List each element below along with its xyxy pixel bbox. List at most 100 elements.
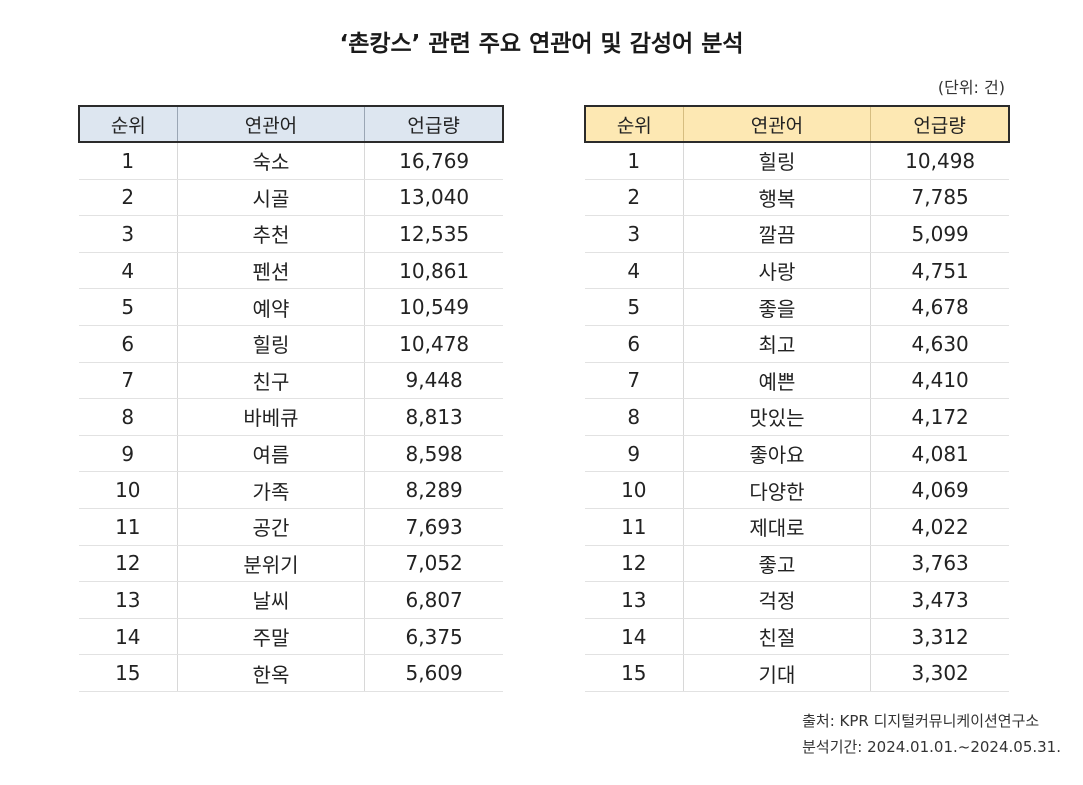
table-row: 4 사랑 4,751 — [585, 252, 1009, 290]
table-row: 3 추천 12,535 — [79, 215, 503, 253]
table-row: 9 좋아요 4,081 — [585, 435, 1009, 473]
count-cell: 4,022 — [870, 508, 1009, 546]
table-row: 12 분위기 7,052 — [79, 545, 503, 583]
table-row: 9 여름 8,598 — [79, 435, 503, 473]
table-row: 3 깔끔 5,099 — [585, 215, 1009, 253]
rank-cell: 8 — [79, 398, 178, 436]
word-cell: 추천 — [176, 215, 365, 253]
count-cell: 6,807 — [364, 581, 503, 619]
rank-cell: 1 — [585, 142, 684, 180]
count-cell: 8,289 — [364, 471, 503, 509]
count-cell: 3,302 — [870, 654, 1009, 692]
count-cell: 16,769 — [364, 142, 503, 180]
count-cell: 7,785 — [870, 179, 1009, 217]
word-cell: 예약 — [176, 288, 365, 326]
table-row: 14 주말 6,375 — [79, 618, 503, 656]
header-count: 언급량 — [870, 105, 1011, 143]
word-cell: 다양한 — [682, 471, 871, 509]
word-cell: 주말 — [176, 618, 365, 656]
table-row: 11 공간 7,693 — [79, 508, 503, 546]
rank-cell: 12 — [585, 545, 684, 583]
word-cell: 친구 — [176, 362, 365, 400]
count-cell: 4,069 — [870, 471, 1009, 509]
table-row: 7 친구 9,448 — [79, 362, 503, 400]
count-cell: 10,478 — [364, 325, 503, 363]
table-row: 6 최고 4,630 — [585, 325, 1009, 363]
count-cell: 10,549 — [364, 288, 503, 326]
word-cell: 깔끔 — [682, 215, 871, 253]
table-row: 1 숙소 16,769 — [79, 142, 503, 180]
table-row: 8 맛있는 4,172 — [585, 398, 1009, 436]
rank-cell: 1 — [79, 142, 178, 180]
table-row: 10 다양한 4,069 — [585, 471, 1009, 509]
count-cell: 12,535 — [364, 215, 503, 253]
rank-cell: 3 — [79, 215, 178, 253]
table-row: 10 가족 8,289 — [79, 471, 503, 509]
count-cell: 7,693 — [364, 508, 503, 546]
rank-cell: 7 — [79, 362, 178, 400]
count-cell: 4,172 — [870, 398, 1009, 436]
header-rank: 순위 — [583, 105, 684, 143]
table-row: 12 좋고 3,763 — [585, 545, 1009, 583]
unit-label: (단위: 건) — [937, 78, 1005, 97]
word-cell: 공간 — [176, 508, 365, 546]
rank-cell: 15 — [585, 654, 684, 692]
count-cell: 7,052 — [364, 545, 503, 583]
count-cell: 3,312 — [870, 618, 1009, 656]
rank-cell: 10 — [79, 471, 178, 509]
table-header-row: 순위 연관어 언급량 — [583, 105, 1011, 143]
rank-cell: 11 — [585, 508, 684, 546]
rank-cell: 13 — [79, 581, 178, 619]
table-row: 1 힐링 10,498 — [585, 142, 1009, 180]
table-body: 1 숙소 16,769 2 시골 13,040 3 추천 12,535 4 펜션 10,861 5 예약 1… — [79, 142, 503, 692]
header-word: 연관어 — [176, 105, 365, 143]
table-row: 13 걱정 3,473 — [585, 581, 1009, 619]
table-row: 13 날씨 6,807 — [79, 581, 503, 619]
table-row: 7 예쁜 4,410 — [585, 362, 1009, 400]
count-cell: 5,609 — [364, 654, 503, 692]
rank-cell: 2 — [79, 179, 178, 217]
word-cell: 좋아요 — [682, 435, 871, 473]
count-cell: 4,081 — [870, 435, 1009, 473]
rank-cell: 4 — [79, 252, 178, 290]
word-cell: 힐링 — [682, 142, 871, 180]
period-note: 분석기간: 2024.01.01.~2024.05.31. — [802, 738, 1061, 756]
rank-cell: 13 — [585, 581, 684, 619]
rank-cell: 15 — [79, 654, 178, 692]
rank-cell: 5 — [79, 288, 178, 326]
count-cell: 9,448 — [364, 362, 503, 400]
word-cell: 숙소 — [176, 142, 365, 180]
count-cell: 8,598 — [364, 435, 503, 473]
rank-cell: 3 — [585, 215, 684, 253]
word-cell: 가족 — [176, 471, 365, 509]
word-cell: 걱정 — [682, 581, 871, 619]
rank-cell: 2 — [585, 179, 684, 217]
rank-cell: 5 — [585, 288, 684, 326]
rank-cell: 14 — [585, 618, 684, 656]
related-words-table: 순위 연관어 언급량 1 숙소 16,769 2 시골 13,040 3 추천 12,535 4 펜… — [77, 105, 505, 692]
table-row: 5 예약 10,549 — [79, 288, 503, 326]
word-cell: 여름 — [176, 435, 365, 473]
table-row: 2 행복 7,785 — [585, 179, 1009, 217]
table-row: 15 기대 3,302 — [585, 654, 1009, 692]
rank-cell: 8 — [585, 398, 684, 436]
count-cell: 8,813 — [364, 398, 503, 436]
word-cell: 최고 — [682, 325, 871, 363]
footer-notes: 출처: KPR 디지털커뮤니케이션연구소 분석기간: 2024.01.01.~2… — [802, 708, 1061, 760]
word-cell: 사랑 — [682, 252, 871, 290]
rank-cell: 9 — [585, 435, 684, 473]
table-row: 15 한옥 5,609 — [79, 654, 503, 692]
count-cell: 6,375 — [364, 618, 503, 656]
source-note: 출처: KPR 디지털커뮤니케이션연구소 — [802, 712, 1040, 730]
count-cell: 3,473 — [870, 581, 1009, 619]
word-cell: 날씨 — [176, 581, 365, 619]
table-row: 6 힐링 10,478 — [79, 325, 503, 363]
rank-cell: 7 — [585, 362, 684, 400]
table-row: 4 펜션 10,861 — [79, 252, 503, 290]
table-row: 11 제대로 4,022 — [585, 508, 1009, 546]
table-row: 5 좋을 4,678 — [585, 288, 1009, 326]
count-cell: 4,630 — [870, 325, 1009, 363]
count-cell: 4,410 — [870, 362, 1009, 400]
count-cell: 10,861 — [364, 252, 503, 290]
table-row: 8 바베큐 8,813 — [79, 398, 503, 436]
